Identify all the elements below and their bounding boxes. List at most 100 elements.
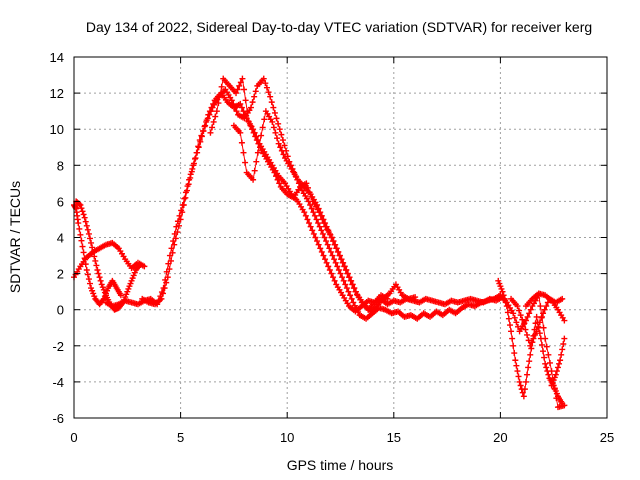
data-point bbox=[209, 124, 216, 131]
data-point bbox=[90, 290, 97, 297]
data-point bbox=[252, 88, 259, 95]
data-point bbox=[188, 168, 195, 175]
data-point bbox=[180, 202, 187, 209]
data-point bbox=[348, 295, 355, 302]
series-track-b bbox=[71, 202, 124, 308]
data-point bbox=[322, 220, 329, 227]
data-point bbox=[549, 379, 556, 386]
data-point bbox=[515, 373, 522, 380]
data-point bbox=[213, 108, 220, 115]
data-point bbox=[516, 307, 523, 314]
data-point bbox=[238, 139, 245, 146]
data-point bbox=[234, 86, 241, 93]
y-tick-label: 4 bbox=[57, 231, 64, 246]
data-point bbox=[79, 243, 86, 250]
data-point bbox=[187, 174, 194, 181]
data-point bbox=[557, 357, 564, 364]
data-point bbox=[511, 314, 518, 321]
data-point bbox=[263, 84, 270, 91]
data-point bbox=[497, 283, 504, 290]
data-point bbox=[262, 80, 269, 87]
data-point bbox=[513, 362, 520, 369]
data-point bbox=[338, 256, 345, 263]
data-point bbox=[201, 123, 208, 130]
data-point bbox=[93, 262, 100, 269]
data-point bbox=[499, 288, 506, 295]
data-point bbox=[256, 140, 263, 147]
data-point bbox=[99, 284, 106, 291]
data-point bbox=[80, 249, 87, 256]
data-point bbox=[236, 82, 243, 89]
data-point bbox=[176, 222, 183, 229]
chart-title: Day 134 of 2022, Sidereal Day-to-day VTE… bbox=[86, 19, 592, 35]
data-point bbox=[251, 93, 258, 100]
data-point bbox=[174, 229, 181, 236]
data-point bbox=[335, 266, 342, 273]
data-point bbox=[275, 120, 282, 127]
data-point bbox=[341, 263, 348, 270]
data-point bbox=[336, 252, 343, 259]
data-point bbox=[526, 358, 533, 365]
data-point bbox=[524, 331, 531, 338]
data-point bbox=[318, 227, 325, 234]
data-point bbox=[324, 241, 331, 248]
data-point bbox=[330, 238, 337, 245]
data-point bbox=[265, 89, 272, 96]
data-point bbox=[233, 90, 240, 97]
data-point bbox=[316, 223, 323, 230]
data-point bbox=[177, 216, 184, 223]
data-point bbox=[218, 83, 225, 90]
data-point bbox=[535, 323, 542, 330]
data-point bbox=[199, 128, 206, 135]
data-point bbox=[525, 337, 532, 344]
data-point bbox=[540, 324, 547, 331]
data-point bbox=[127, 280, 134, 287]
data-point bbox=[384, 295, 391, 302]
data-point bbox=[277, 144, 284, 151]
data-point bbox=[561, 335, 568, 342]
data-point bbox=[141, 263, 148, 270]
data-point bbox=[276, 126, 283, 133]
data-point bbox=[259, 124, 266, 131]
series-line bbox=[73, 204, 122, 306]
data-point bbox=[536, 330, 543, 337]
data-point bbox=[325, 227, 332, 234]
data-point bbox=[308, 205, 315, 212]
data-point bbox=[545, 371, 552, 378]
data-point bbox=[281, 142, 288, 149]
data-point bbox=[254, 149, 261, 156]
data-point bbox=[517, 382, 524, 389]
data-point bbox=[250, 176, 257, 183]
data-point bbox=[328, 234, 335, 241]
data-point bbox=[332, 259, 339, 266]
data-point bbox=[228, 97, 235, 104]
data-point bbox=[355, 308, 362, 315]
data-point bbox=[345, 288, 352, 295]
data-point bbox=[339, 259, 346, 266]
data-point bbox=[519, 389, 526, 396]
data-point bbox=[301, 209, 308, 216]
data-point bbox=[91, 293, 98, 300]
data-point bbox=[215, 100, 222, 107]
data-point bbox=[198, 132, 205, 139]
data-point bbox=[561, 402, 568, 409]
data-point bbox=[412, 294, 419, 301]
data-point bbox=[350, 285, 357, 292]
data-point bbox=[245, 118, 252, 125]
data-point bbox=[233, 108, 240, 115]
data-point bbox=[538, 341, 545, 348]
data-point bbox=[237, 79, 244, 86]
data-point bbox=[81, 214, 88, 221]
data-point bbox=[319, 230, 326, 237]
data-point bbox=[514, 303, 521, 310]
data-point bbox=[540, 310, 547, 317]
data-point bbox=[561, 317, 568, 324]
data-point bbox=[340, 277, 347, 284]
data-point bbox=[320, 216, 327, 223]
data-point bbox=[82, 261, 89, 268]
data-point bbox=[349, 281, 356, 288]
data-point bbox=[532, 331, 539, 338]
data-point bbox=[190, 162, 197, 169]
data-point bbox=[527, 342, 534, 349]
data-point bbox=[533, 328, 540, 335]
